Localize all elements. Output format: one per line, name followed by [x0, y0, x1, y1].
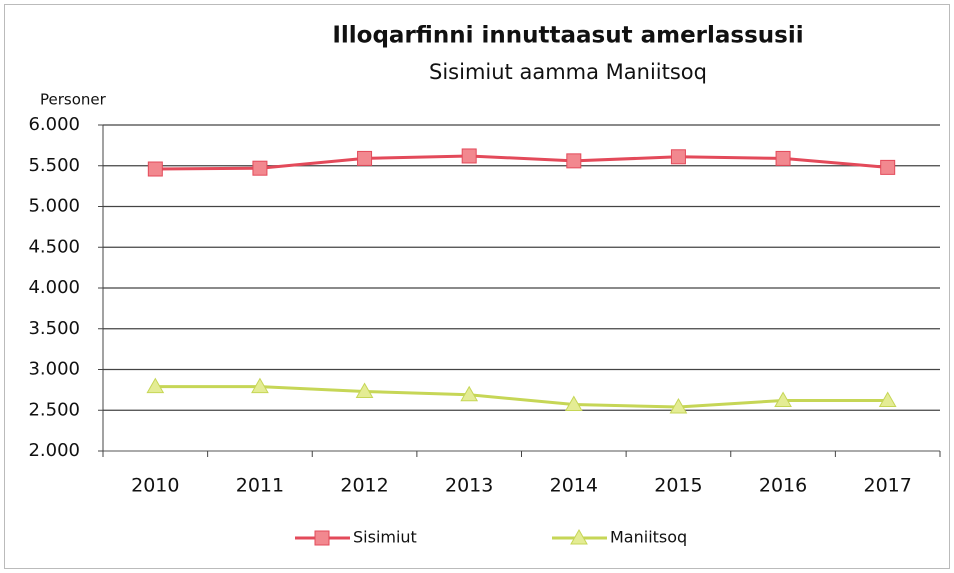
marker: [252, 160, 268, 176]
marker: [147, 161, 163, 177]
marker: [774, 391, 792, 407]
series-line: [155, 385, 888, 409]
x-tick-label: 2011: [236, 475, 284, 497]
marker: [775, 150, 791, 166]
y-axis-label: Personer: [40, 91, 107, 109]
y-tick-label: 3.500: [28, 318, 80, 339]
series-line: [155, 154, 888, 171]
x-tick-label: 2012: [340, 475, 388, 497]
chart-title: Illoqarfinni innuttaasut amerlassusii: [332, 23, 803, 49]
marker: [566, 153, 582, 169]
legend-label: Maniitsoq: [610, 528, 687, 547]
marker: [669, 397, 688, 414]
marker: [461, 148, 477, 164]
marker: [146, 377, 165, 394]
x-tick-label: 2013: [445, 475, 493, 497]
y-tick-label: 6.000: [28, 114, 80, 135]
marker: [314, 530, 330, 546]
y-tick-label: 5.000: [28, 196, 80, 217]
marker: [357, 150, 373, 166]
chart-border: [4, 4, 950, 569]
x-tick-label: 2017: [864, 475, 912, 497]
y-tick-label: 4.000: [28, 277, 80, 298]
y-tick-label: 3.000: [28, 359, 80, 380]
x-tick-label: 2015: [654, 475, 702, 497]
marker: [251, 377, 269, 394]
marker: [670, 149, 686, 165]
x-tick-label: 2016: [759, 475, 807, 497]
marker: [880, 159, 896, 175]
marker: [878, 391, 897, 407]
marker: [564, 395, 583, 412]
legend-label: Sisimiut: [353, 528, 417, 547]
chart-subtitle: Sisimiut aamma Maniitsoq: [429, 60, 707, 84]
y-tick-label: 2.500: [28, 399, 80, 420]
y-tick-label: 2.000: [28, 440, 80, 461]
marker: [355, 382, 374, 399]
x-tick-label: 2010: [131, 475, 179, 497]
y-tick-label: 4.500: [28, 236, 80, 257]
marker: [460, 385, 479, 402]
y-tick-label: 5.500: [28, 155, 80, 176]
x-tick-label: 2014: [550, 475, 598, 497]
marker: [570, 528, 588, 545]
